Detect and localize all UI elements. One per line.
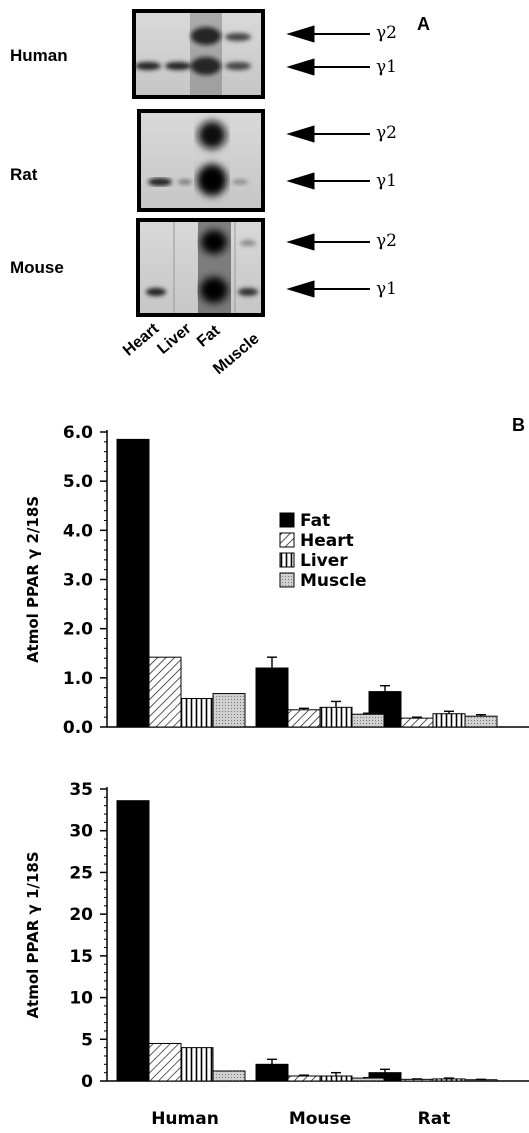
legend-label-fat: Fat (300, 511, 330, 531)
bar-heart-rat (400, 717, 434, 728)
y-tick-label: 2.0 (63, 620, 93, 640)
isoform-label-gamma1: γ1 (376, 57, 397, 77)
chart-gamma1: 0 5 10 15 20 25 30 35 Atmol PPAR γ 1/18S Human Mou… (24, 780, 529, 1129)
legend-swatch-fat (279, 512, 295, 528)
chart-gamma2: 0.0 1.0 2.0 3.0 4.0 5.0 6.0 Atmol PPAR γ 2/18S F… (24, 423, 529, 738)
bar-fat-human (116, 438, 150, 728)
bar-liver-mouse (319, 706, 353, 728)
legend-swatch-heart (279, 532, 295, 548)
legend-label-liver: Liver (300, 551, 348, 571)
y-tick-label: 25 (69, 863, 93, 883)
bar-fat-mouse (255, 1063, 289, 1082)
y-tick-label: 4.0 (63, 521, 93, 541)
mouse-blot (136, 218, 265, 317)
isoform-label-gamma1: γ1 (376, 279, 397, 299)
isoform-label-gamma2: γ2 (376, 123, 397, 143)
isoform-arrows (286, 25, 370, 298)
y-tick-label: 5 (81, 1030, 93, 1050)
human-blot (132, 9, 265, 99)
legend-label-muscle: Muscle (300, 571, 367, 591)
blot-images (132, 9, 370, 317)
y-tick-label: 0.0 (63, 718, 93, 738)
legend-swatch-muscle (279, 572, 295, 588)
bar-muscle-human (212, 693, 246, 728)
x-category-label-rat: Rat (418, 1109, 451, 1129)
bar-liver-human (180, 697, 214, 728)
x-category-label-human: Human (151, 1109, 219, 1129)
bar-fat-human (116, 800, 150, 1082)
isoform-label-gamma1: γ1 (376, 171, 397, 191)
y-axis-label: Atmol PPAR γ 1/18S (24, 851, 42, 1018)
panel-b-label: B (512, 415, 525, 435)
bar-liver-mouse (319, 1075, 353, 1082)
y-tick-label: 6.0 (63, 423, 93, 443)
y-tick-label: 0 (81, 1072, 93, 1092)
bar-muscle-mouse (351, 713, 385, 728)
bar-muscle-rat (464, 715, 498, 728)
isoform-label-gamma2: γ2 (376, 23, 397, 43)
species-label-mouse: Mouse (10, 258, 64, 277)
legend-swatch-liver (279, 552, 295, 568)
species-label-human: Human (10, 46, 68, 65)
species-label-rat: Rat (10, 165, 38, 184)
y-tick-label: 35 (69, 780, 93, 800)
rat-blot (137, 109, 265, 212)
y-axis-label: Atmol PPAR γ 2/18S (24, 496, 42, 663)
y-tick-label: 10 (69, 989, 93, 1009)
bar-liver-rat (432, 1078, 466, 1082)
legend-label-heart: Heart (300, 531, 354, 551)
bar-heart-human (148, 656, 182, 728)
y-tick-label: 5.0 (63, 472, 93, 492)
panel-a-label: A (417, 14, 430, 34)
isoform-label-gamma2: γ2 (376, 231, 397, 251)
y-tick-label: 1.0 (63, 669, 93, 689)
bar-muscle-mouse (351, 1077, 385, 1082)
bar-heart-mouse (287, 1075, 321, 1082)
bar-muscle-human (212, 1070, 246, 1082)
x-category-label-mouse: Mouse (289, 1109, 351, 1129)
bar-liver-human (180, 1047, 214, 1082)
y-tick-label: 15 (69, 947, 93, 967)
y-tick-label: 20 (69, 905, 93, 925)
y-tick-label: 30 (69, 822, 93, 842)
y-tick-label: 3.0 (63, 571, 93, 591)
bar-heart-mouse (287, 709, 321, 728)
bar-heart-human (148, 1042, 182, 1082)
bar-fat-mouse (255, 667, 289, 728)
bar-liver-rat (432, 713, 466, 728)
